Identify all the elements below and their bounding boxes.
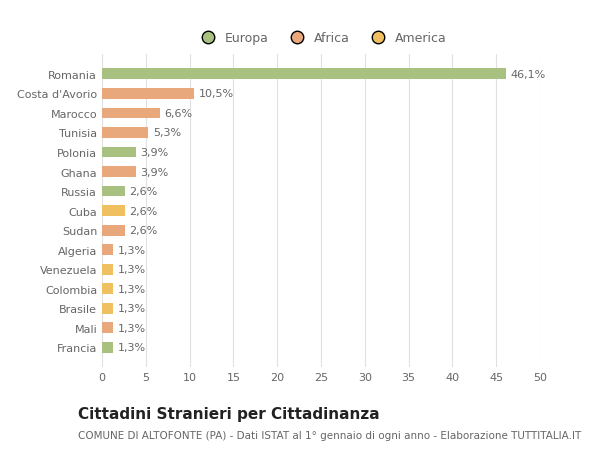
Text: 3,9%: 3,9%: [140, 148, 169, 157]
Bar: [102, 167, 136, 178]
Bar: [102, 89, 194, 100]
Text: 10,5%: 10,5%: [199, 89, 233, 99]
Legend: Europa, Africa, America: Europa, Africa, America: [190, 27, 452, 50]
Text: 1,3%: 1,3%: [118, 323, 146, 333]
Text: 1,3%: 1,3%: [118, 304, 146, 313]
Text: 6,6%: 6,6%: [164, 109, 193, 118]
Text: 1,3%: 1,3%: [118, 343, 146, 353]
Text: 46,1%: 46,1%: [510, 70, 545, 79]
Bar: [102, 147, 136, 158]
Bar: [102, 225, 125, 236]
Bar: [102, 284, 113, 295]
Bar: [102, 186, 125, 197]
Text: Cittadini Stranieri per Cittadinanza: Cittadini Stranieri per Cittadinanza: [78, 406, 380, 421]
Text: 2,6%: 2,6%: [129, 187, 157, 196]
Bar: [102, 264, 113, 275]
Bar: [102, 128, 148, 139]
Bar: [102, 323, 113, 334]
Bar: [102, 303, 113, 314]
Text: 1,3%: 1,3%: [118, 265, 146, 274]
Bar: [102, 245, 113, 256]
Bar: [102, 206, 125, 217]
Text: 3,9%: 3,9%: [140, 167, 169, 177]
Text: 1,3%: 1,3%: [118, 245, 146, 255]
Bar: [102, 69, 506, 80]
Text: 2,6%: 2,6%: [129, 206, 157, 216]
Text: 5,3%: 5,3%: [153, 128, 181, 138]
Text: COMUNE DI ALTOFONTE (PA) - Dati ISTAT al 1° gennaio di ogni anno - Elaborazione : COMUNE DI ALTOFONTE (PA) - Dati ISTAT al…: [78, 431, 581, 441]
Text: 1,3%: 1,3%: [118, 284, 146, 294]
Text: 2,6%: 2,6%: [129, 226, 157, 235]
Bar: [102, 108, 160, 119]
Bar: [102, 342, 113, 353]
